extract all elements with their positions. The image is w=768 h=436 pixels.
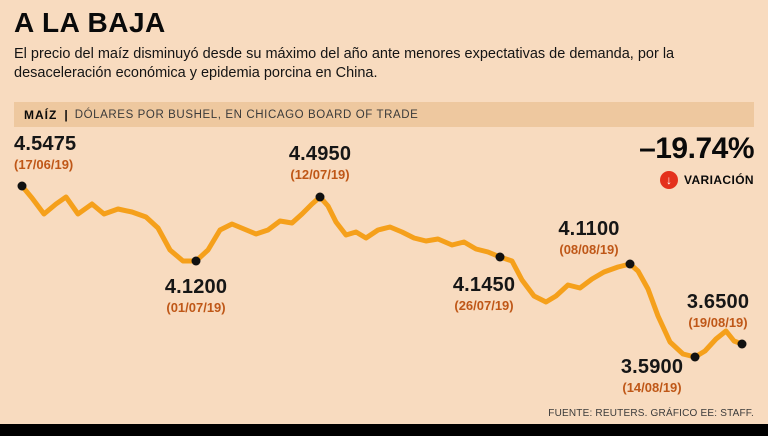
change-percentage: –19.74% (639, 132, 754, 165)
down-arrow-icon: ↓ (659, 171, 678, 189)
subtitle: El precio del maíz disminuyó desde su má… (14, 46, 675, 82)
data-point-dot (17, 181, 27, 191)
chart-header-band: MAÍZ | DÓLARES POR BUSHEL, EN CHICAGO BO… (14, 102, 754, 127)
point-annotation: 4.1100 (08/08/19) (558, 218, 619, 257)
point-date: (01/07/19) (166, 300, 226, 315)
point-date: (14/08/19) (622, 380, 682, 395)
point-price: 4.5475 (14, 133, 77, 155)
point-date: (08/08/19) (559, 242, 619, 257)
point-price: 4.1450 (452, 274, 516, 296)
point-price: 3.6500 (686, 291, 750, 313)
data-point-dot (495, 252, 505, 262)
price-line (19, 183, 745, 360)
bottom-bar (0, 424, 768, 436)
point-annotation: 4.4950 (12/07/19) (289, 143, 351, 182)
point-annotation: 4.1200 (01/07/19) (165, 276, 227, 315)
point-annotation: 3.5900 (14/08/19) (621, 356, 683, 395)
change-caption-row: ↓ VARIACIÓN (639, 171, 754, 189)
point-price: 4.4950 (288, 143, 352, 165)
point-date: (17/06/19) (14, 157, 74, 172)
point-annotation: 3.6500 (19/08/19) (687, 291, 749, 330)
point-date: (19/08/19) (688, 315, 748, 330)
page-title: A LA BAJA (14, 7, 166, 38)
point-annotation: 4.5475 (17/06/19) (14, 133, 76, 172)
source-credit: FUENTE: REUTERS. GRÁFICO EE: STAFF. (548, 408, 754, 419)
chart-series-label: MAÍZ (24, 107, 58, 122)
data-point-dot (191, 256, 201, 266)
chart-units-label: DÓLARES POR BUSHEL, EN CHICAGO BOARD OF … (74, 108, 419, 121)
band-separator: | (64, 107, 68, 122)
point-price: 4.1200 (164, 276, 228, 298)
data-point-dot (625, 259, 635, 269)
data-point-dot (690, 352, 700, 362)
point-date: (26/07/19) (454, 298, 514, 313)
change-block: –19.74% ↓ VARIACIÓN (639, 132, 754, 189)
point-annotation: 4.1450 (26/07/19) (453, 274, 515, 313)
point-date: (12/07/19) (290, 167, 350, 182)
data-point-dot (315, 192, 325, 202)
point-price: 4.1100 (558, 218, 620, 240)
data-point-dot (737, 339, 747, 349)
change-label: VARIACIÓN (683, 173, 754, 187)
point-price: 3.5900 (620, 356, 684, 378)
